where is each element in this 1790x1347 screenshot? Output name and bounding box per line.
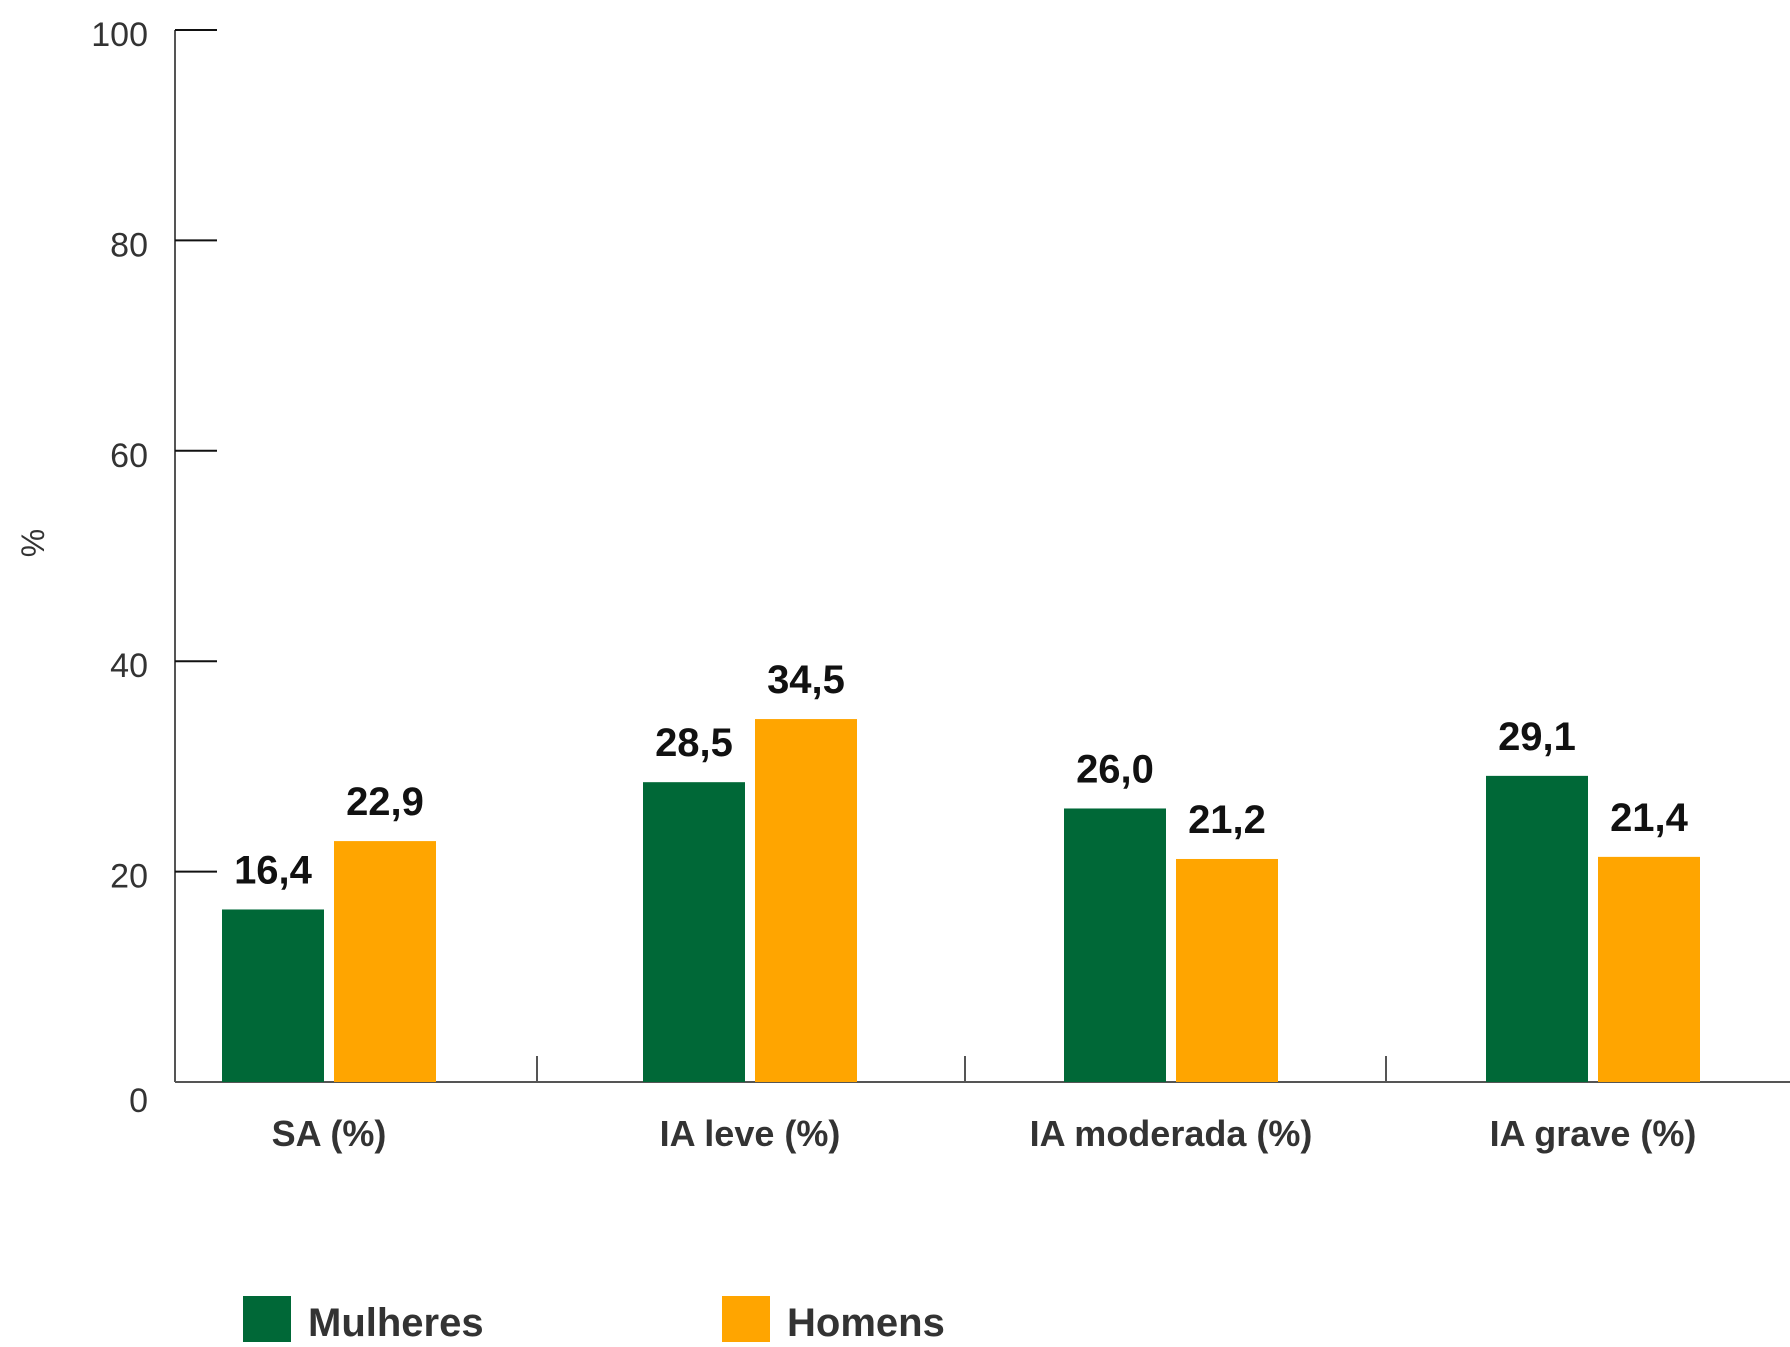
bar-homens-1: [334, 841, 436, 1082]
bar-mulheres-4: [1486, 775, 1588, 1082]
y-tick-label: 20: [110, 858, 148, 896]
y-tick-label: 100: [91, 16, 148, 54]
data-label-homens-3: 21,2: [1188, 798, 1266, 842]
bar-mulheres-1: [222, 909, 324, 1082]
bar-homens-4: [1598, 856, 1700, 1082]
bar-mulheres-3: [1064, 808, 1166, 1082]
bars-group: [222, 719, 1700, 1082]
legend: Mulheres Homens: [243, 1296, 945, 1345]
legend-label-homens: Homens: [787, 1301, 945, 1342]
data-label-homens-1: 22,9: [346, 780, 424, 824]
x-category-label: IA moderada (%): [1030, 1113, 1313, 1154]
data-label-mulheres-2: 28,5: [655, 721, 733, 765]
data-label-homens-4: 21,4: [1610, 796, 1689, 840]
x-category-label: IA leve (%): [660, 1113, 841, 1154]
data-label-homens-2: 34,5: [767, 658, 845, 702]
y-axis-ticks: 0 20 40 60 80 100: [91, 16, 217, 1120]
x-category-label: IA grave (%): [1490, 1113, 1697, 1154]
x-category-label: SA (%): [272, 1113, 387, 1154]
x-axis-category-separators: [536, 1056, 1387, 1082]
y-tick-label: 60: [110, 437, 148, 475]
value-labels-group: 16,4 22,9 28,5 34,5 26,0 21,2 29,1 21,4: [234, 658, 1689, 892]
legend-swatch-mulheres: [243, 1296, 291, 1342]
data-label-mulheres-1: 16,4: [234, 848, 313, 892]
y-tick-label: 80: [110, 226, 148, 264]
y-tick-label: 40: [110, 647, 148, 685]
legend-label-mulheres: Mulheres: [308, 1301, 484, 1342]
bar-mulheres-2: [643, 782, 745, 1082]
category-labels-group: SA (%) IA leve (%) IA moderada (%) IA grave…: [272, 1113, 1697, 1154]
y-axis-title: %: [15, 529, 51, 557]
bar-homens-2: [755, 719, 857, 1082]
bar-homens-3: [1176, 858, 1278, 1082]
data-label-mulheres-4: 29,1: [1498, 715, 1576, 759]
data-label-mulheres-3: 26,0: [1076, 747, 1154, 791]
legend-swatch-homens: [722, 1296, 770, 1342]
y-tick-label: 0: [129, 1082, 148, 1120]
